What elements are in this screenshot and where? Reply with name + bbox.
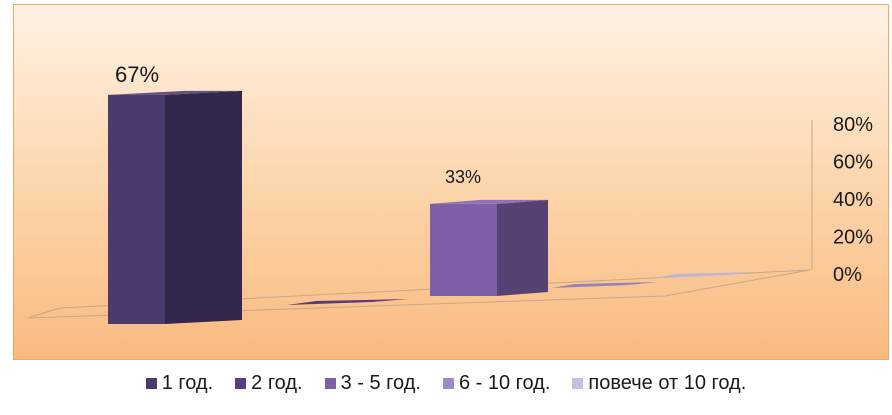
bar-side [497, 199, 548, 296]
legend-item: 3 - 5 год. [324, 371, 421, 395]
legend-label: 3 - 5 год. [340, 371, 421, 394]
y-tick-label: 60% [833, 152, 873, 174]
bar-top [430, 199, 548, 204]
legend-label: повече от 10 год. [588, 371, 747, 394]
y-tick-label: 80% [833, 114, 873, 136]
data-label: 67% [115, 62, 159, 87]
bar [552, 282, 657, 288]
bar-top [108, 90, 242, 95]
legend-item: 6 - 10 год. [442, 371, 551, 395]
legend-label: 2 год. [251, 371, 303, 394]
legend-label: 1 год. [161, 371, 214, 394]
bar [108, 94, 165, 324]
y-tick-label: 20% [833, 227, 873, 249]
legend-item: 2 год. [235, 371, 303, 395]
legend-swatch [572, 377, 584, 389]
legend-item: 1 год. [145, 371, 214, 395]
legend-swatch [324, 377, 336, 389]
bar [430, 203, 497, 296]
legend-swatch [442, 377, 454, 389]
data-label: 33% [445, 167, 481, 187]
y-tick-label: 0% [833, 264, 862, 286]
legend-item: повече от 10 год. [572, 372, 746, 395]
legend: 1 год. 2 год. 3 - 5 год. 6 - 10 год. повече … [0, 363, 892, 403]
y-tick-label: 40% [833, 189, 873, 211]
bar [655, 272, 755, 278]
bar-side [165, 90, 242, 324]
legend-swatch [145, 377, 157, 389]
chart-floor [27, 269, 811, 319]
legend-swatch [235, 377, 247, 389]
bar [287, 299, 408, 305]
legend-label: 6 - 10 год. [458, 371, 551, 394]
